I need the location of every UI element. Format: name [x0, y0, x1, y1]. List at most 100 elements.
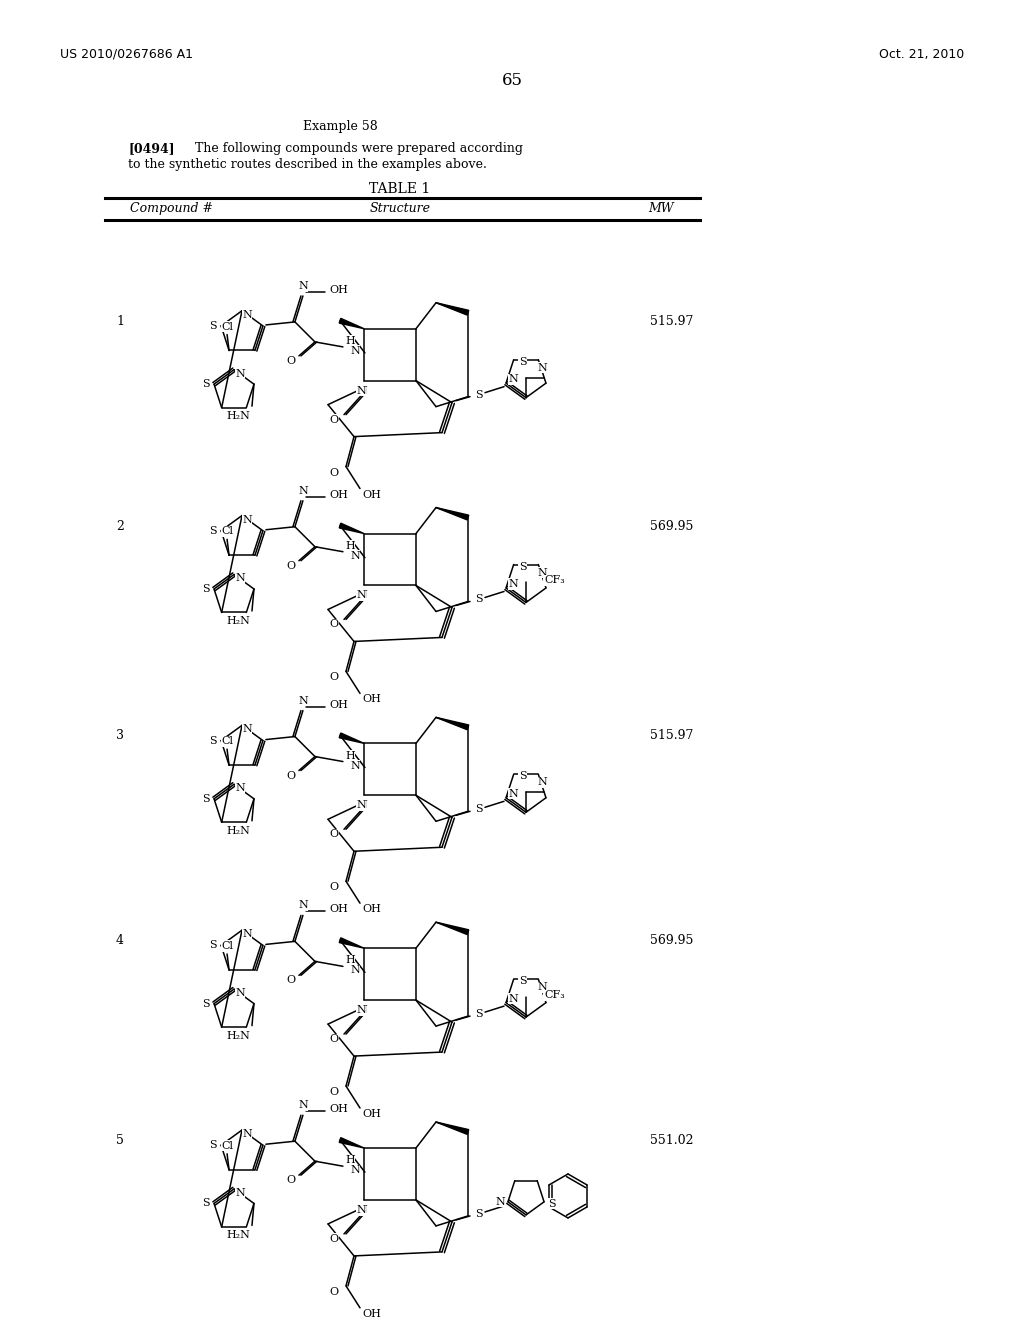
Text: O: O	[287, 356, 296, 366]
Text: Oct. 21, 2010: Oct. 21, 2010	[879, 48, 964, 61]
Text: N: N	[236, 368, 245, 379]
Text: S: S	[202, 379, 210, 389]
Polygon shape	[339, 523, 364, 533]
Text: N: N	[350, 760, 359, 771]
Text: S: S	[475, 804, 482, 814]
Text: O: O	[287, 1175, 296, 1185]
Text: N: N	[236, 573, 245, 583]
Text: O: O	[330, 882, 339, 892]
Text: 551.02: 551.02	[650, 1134, 693, 1147]
Text: N: N	[508, 789, 518, 799]
Polygon shape	[339, 1138, 364, 1148]
Text: S: S	[475, 389, 482, 400]
Text: 5: 5	[116, 1134, 124, 1147]
Text: The following compounds were prepared according: The following compounds were prepared ac…	[195, 141, 523, 154]
Text: 515.97: 515.97	[650, 730, 693, 742]
Text: N: N	[538, 363, 547, 372]
Text: N: N	[242, 515, 252, 524]
Text: N: N	[298, 696, 308, 706]
Text: S: S	[519, 561, 526, 572]
Text: H₂N: H₂N	[226, 1230, 250, 1241]
Text: N: N	[538, 568, 547, 578]
Text: MW: MW	[648, 202, 674, 215]
Text: S: S	[202, 999, 210, 1008]
Text: S: S	[209, 735, 217, 746]
Text: 569.95: 569.95	[650, 520, 693, 532]
Text: Cl: Cl	[221, 322, 233, 331]
Text: OH: OH	[362, 1309, 381, 1319]
Text: O: O	[330, 414, 339, 425]
Text: OH: OH	[330, 285, 348, 294]
Text: N: N	[357, 385, 367, 396]
Text: N: N	[538, 777, 547, 787]
Text: N: N	[350, 965, 359, 975]
Text: Cl: Cl	[221, 941, 233, 950]
Polygon shape	[436, 508, 469, 520]
Text: S: S	[209, 1140, 217, 1150]
Text: OH: OH	[330, 904, 348, 915]
Text: US 2010/0267686 A1: US 2010/0267686 A1	[60, 48, 193, 61]
Text: O: O	[287, 561, 296, 570]
Text: Cl: Cl	[221, 527, 233, 536]
Text: N: N	[357, 1005, 367, 1015]
Text: S: S	[519, 977, 526, 986]
Text: N: N	[350, 550, 359, 561]
Text: S: S	[519, 771, 526, 781]
Text: S: S	[519, 356, 526, 367]
Text: N: N	[242, 310, 252, 319]
Text: N: N	[357, 590, 367, 601]
Text: N: N	[236, 989, 245, 998]
Text: N: N	[236, 783, 245, 793]
Text: H₂N: H₂N	[226, 826, 250, 836]
Text: N: N	[298, 486, 308, 496]
Text: N: N	[356, 590, 366, 601]
Text: N: N	[356, 1205, 366, 1214]
Polygon shape	[436, 923, 469, 935]
Text: H: H	[345, 541, 354, 550]
Text: S: S	[209, 321, 217, 331]
Text: Compound #: Compound #	[130, 202, 213, 215]
Text: S: S	[548, 1199, 556, 1209]
Text: O: O	[287, 771, 296, 780]
Text: O: O	[330, 619, 339, 630]
Polygon shape	[436, 1122, 469, 1134]
Text: N: N	[508, 374, 518, 384]
Text: to the synthetic routes described in the examples above.: to the synthetic routes described in the…	[128, 158, 486, 170]
Text: 569.95: 569.95	[650, 935, 693, 948]
Text: S: S	[202, 793, 210, 804]
Text: H₂N: H₂N	[226, 616, 250, 626]
Text: O: O	[330, 829, 339, 840]
Text: OH: OH	[362, 490, 381, 499]
Text: H: H	[345, 335, 354, 346]
Text: H: H	[345, 956, 354, 965]
Text: N: N	[538, 982, 547, 993]
Text: O: O	[287, 975, 296, 985]
Text: H: H	[345, 1155, 354, 1166]
Text: N: N	[356, 385, 366, 396]
Text: [0494]: [0494]	[128, 141, 175, 154]
Text: N: N	[242, 1129, 252, 1139]
Text: N: N	[242, 725, 252, 734]
Text: OH: OH	[330, 490, 348, 500]
Polygon shape	[436, 717, 469, 730]
Text: O: O	[330, 467, 339, 478]
Text: 515.97: 515.97	[650, 314, 693, 327]
Text: S: S	[202, 583, 210, 594]
Text: N: N	[356, 1005, 366, 1015]
Text: CF₃: CF₃	[544, 990, 565, 1001]
Text: Example 58: Example 58	[303, 120, 378, 133]
Text: O: O	[330, 1287, 339, 1296]
Text: O: O	[330, 1234, 339, 1243]
Polygon shape	[339, 318, 364, 329]
Text: 4: 4	[116, 935, 124, 948]
Polygon shape	[339, 733, 364, 743]
Text: H₂N: H₂N	[226, 411, 250, 421]
Text: N: N	[298, 900, 308, 911]
Text: S: S	[475, 1209, 482, 1218]
Text: S: S	[209, 525, 217, 536]
Polygon shape	[436, 302, 469, 315]
Text: 3: 3	[116, 730, 124, 742]
Text: N: N	[357, 1205, 367, 1214]
Text: N: N	[242, 929, 252, 940]
Text: O: O	[330, 1088, 339, 1097]
